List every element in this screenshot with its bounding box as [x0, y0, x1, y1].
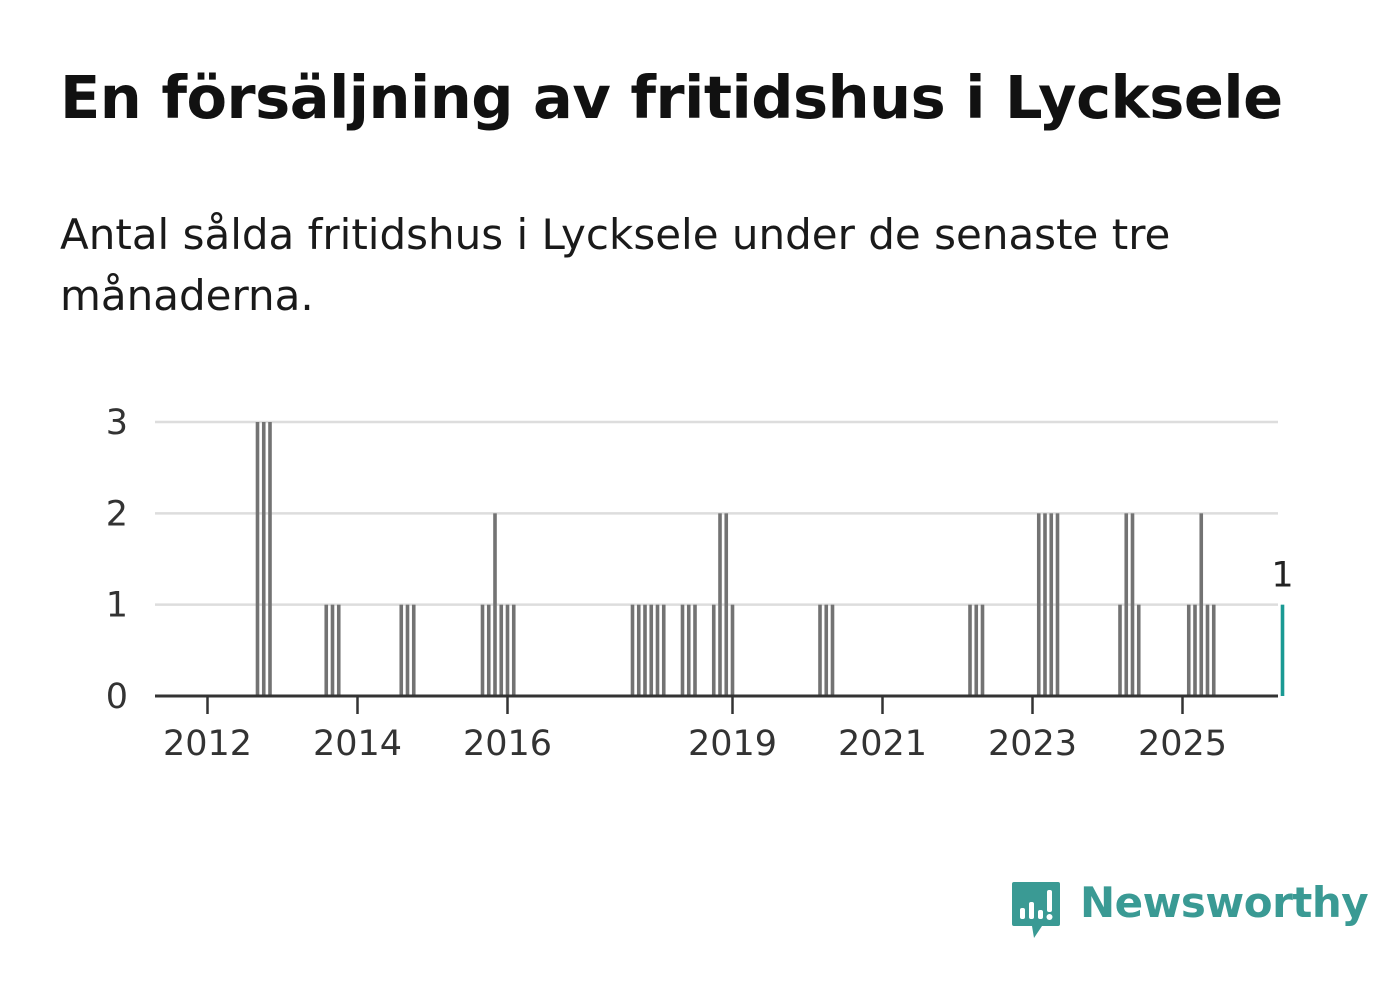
bar-2013-09	[330, 604, 335, 696]
y-tick-label-3: 3	[106, 403, 128, 443]
bar-2025-02	[1186, 604, 1191, 696]
bar-2022-04	[974, 604, 979, 696]
bars	[255, 422, 1285, 696]
brand-name: Newsworthy	[1080, 878, 1369, 927]
bar-2023-04	[1049, 513, 1054, 696]
bar-2025-04	[1199, 513, 1204, 696]
bar-2024-06	[1136, 604, 1141, 696]
brand-logo: Newsworthy	[1010, 876, 1369, 940]
bar-2013-08	[324, 604, 329, 696]
bar-2018-11	[718, 513, 722, 696]
bar-2018-12	[724, 513, 729, 696]
value-label-2026-05: 1	[1271, 556, 1293, 596]
bar-2022-03	[968, 604, 972, 696]
bar-2023-02	[1036, 513, 1041, 696]
bar-2024-03	[1118, 604, 1122, 696]
x-tick-label-2016: 2016	[463, 724, 552, 764]
bar-2015-11	[493, 513, 497, 696]
bar-2018-02	[661, 604, 666, 696]
bar-2024-05	[1130, 513, 1135, 696]
bar-2018-06	[686, 604, 691, 696]
bar-2018-01	[655, 604, 660, 696]
bar-2012-10	[261, 422, 266, 696]
bar-2022-05	[980, 604, 985, 696]
bar-2016-02	[511, 604, 516, 696]
bar-2025-06	[1211, 604, 1216, 696]
bar-2015-10	[486, 604, 491, 696]
bar-2020-04	[824, 604, 829, 696]
y-tick-label-1: 1	[106, 586, 128, 626]
bar-2014-10	[411, 604, 416, 696]
bar-2023-03	[1043, 513, 1047, 696]
bar-2017-10	[636, 604, 641, 696]
bar-2018-07	[693, 604, 697, 696]
bar-2015-12	[499, 604, 504, 696]
bar-2023-05	[1055, 513, 1060, 696]
x-tick-label-2019: 2019	[688, 724, 777, 764]
bar-2024-04	[1124, 513, 1129, 696]
bar-2014-08	[399, 604, 404, 696]
x-tick-label-2012: 2012	[163, 724, 252, 764]
bar-2020-03	[818, 604, 822, 696]
bar-2012-09	[255, 422, 260, 696]
y-tick-label-0: 0	[106, 677, 128, 717]
x-tick-label-2025: 2025	[1138, 724, 1227, 764]
chart-title: En försäljning av fritidshus i Lycksele	[60, 63, 1283, 132]
bar-2017-12	[649, 604, 654, 696]
bar-2018-05	[680, 604, 685, 696]
x-tick-label-2014: 2014	[313, 724, 402, 764]
bar-2016-01	[505, 604, 510, 696]
bar-2019-01	[730, 604, 735, 696]
bar-chart: 0 1 2 3 1 2012 2014 2016 2019 2021 2023 2025	[106, 403, 1294, 764]
labels: 0 1 2 3 1 2012 2014 2016 2019 2021 2023 2025	[106, 403, 1294, 764]
bar-2013-10	[336, 604, 341, 696]
bar-2015-09	[480, 604, 485, 696]
bar-2018-10	[711, 604, 716, 696]
x-tick-label-2023: 2023	[988, 724, 1077, 764]
bar-2017-09	[630, 604, 635, 696]
bar-2020-05	[830, 604, 835, 696]
bar-2025-03	[1193, 604, 1197, 696]
y-tick-label-2: 2	[106, 494, 128, 534]
newsworthy-logo-icon	[1012, 882, 1060, 938]
chart-subtitle: Antal sålda fritidshus i Lycksele under …	[60, 210, 1171, 320]
bar-2014-09	[405, 604, 410, 696]
bar-2025-05	[1205, 604, 1210, 696]
bar-2026-05	[1280, 604, 1285, 696]
axes	[155, 694, 1278, 714]
bar-2017-11	[643, 604, 647, 696]
bar-2012-11	[268, 422, 272, 696]
x-tick-label-2021: 2021	[838, 724, 927, 764]
grid-lines	[155, 420, 1278, 606]
